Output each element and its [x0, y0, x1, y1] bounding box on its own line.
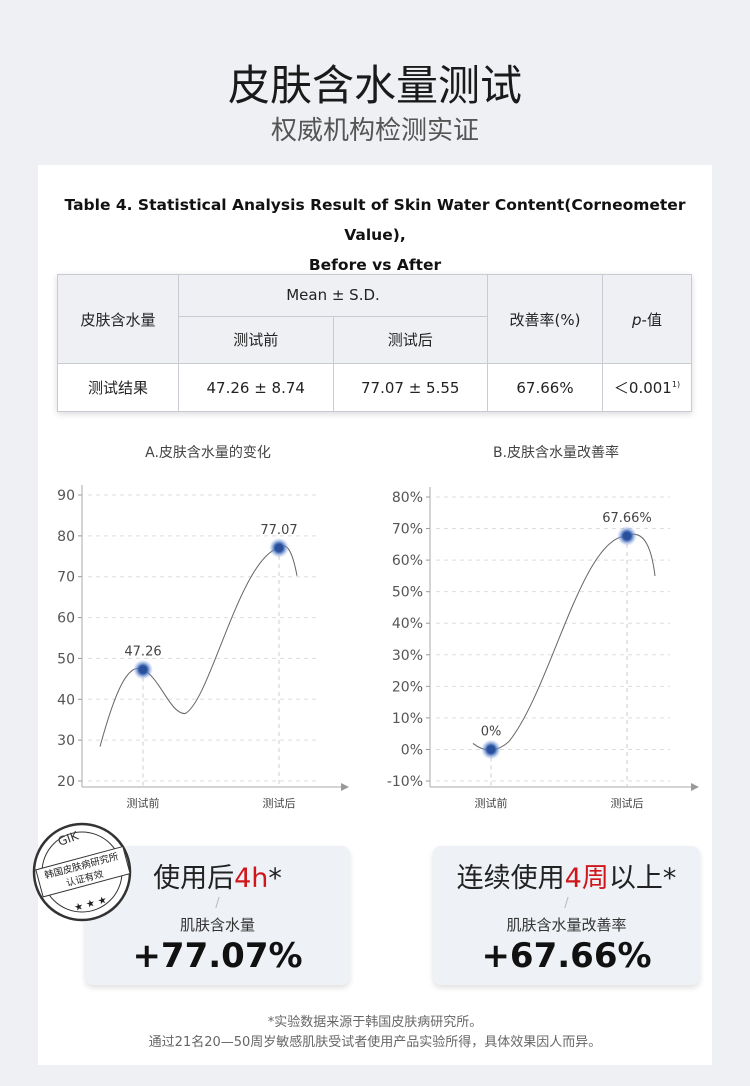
y-tick-label: 30: [57, 733, 75, 749]
card-title: 连续使用4周以上*: [433, 856, 700, 895]
card-value: +67.66%: [481, 936, 652, 976]
stat-card: 连续使用4周以上* / 肌肤含水量改善率 +67.66%: [433, 846, 700, 985]
card-label: 肌肤含水量: [179, 916, 255, 934]
cell: 67.66%: [487, 363, 603, 412]
header-cell: 测试前: [178, 315, 334, 365]
footnote-line: 通过21名20—50周岁敏感肌肤受试者使用产品实验所得，具体效果因人而异。: [148, 1035, 602, 1050]
y-tick-label: 10%: [392, 711, 423, 727]
card-value: +77.07%: [132, 936, 303, 976]
y-tick-label: 50: [57, 651, 75, 667]
cell: ＜0.0011): [602, 363, 692, 412]
header-cell: 皮肤含水量: [57, 274, 179, 364]
card-highlight: 4周: [564, 863, 609, 894]
data-label: 0%: [481, 724, 502, 739]
x-tick-label: 测试后: [611, 797, 644, 810]
y-tick-label: 0%: [401, 742, 423, 758]
y-tick-label: 60%: [392, 553, 423, 569]
x-tick-label: 测试前: [127, 796, 160, 810]
y-tick-label: -10%: [387, 774, 423, 790]
y-tick-label: 30%: [392, 648, 423, 664]
note-ref: 1): [671, 380, 681, 389]
y-tick-label: 20%: [392, 679, 423, 695]
data-label: 67.66%: [602, 511, 652, 526]
cell: 47.26 ± 8.74: [178, 363, 334, 412]
stamp-band: [35, 845, 131, 898]
y-tick-label: 20: [57, 774, 75, 790]
p-value: ＜0.001: [613, 379, 672, 397]
y-tick-label: 90: [57, 488, 75, 504]
header-cell: 测试后: [332, 315, 488, 365]
p-symbol: p: [632, 310, 642, 329]
data-point: [623, 531, 631, 540]
y-tick-label: 80%: [392, 490, 423, 506]
card-title-text: *: [268, 863, 282, 894]
data-point: [275, 543, 283, 552]
x-tick-label: 测试后: [263, 797, 296, 810]
y-tick-label: 60: [57, 611, 75, 627]
data-label: 47.26: [124, 645, 161, 660]
subtitle: 权威机构检测实证: [270, 116, 479, 146]
stamp: GIK 韩国皮肤病研究所 认证有效 ★ ★ ★: [32, 822, 132, 922]
divider: /: [215, 896, 220, 911]
table-caption: Table 4. Statistical Analysis Result of …: [38, 190, 712, 280]
data-label: 77.07: [260, 523, 297, 538]
table: 皮肤含水量 Mean ± S.D. 改善率(%) p-值 测试前 测试后 测试结果…: [57, 274, 692, 412]
y-tick-label: 70%: [392, 522, 423, 538]
charts: A.皮肤含水量的变化 20 30 40 50 60 70 80 90 测试前 47.26 测试后 77.…: [57, 444, 699, 810]
header-cell: p-值: [602, 274, 692, 364]
data-point: [487, 745, 495, 754]
y-tick-label: 40: [57, 692, 75, 708]
divider: /: [564, 896, 569, 911]
chart-title: B.皮肤含水量改善率: [493, 444, 619, 461]
card-title: 使用后4h*: [85, 856, 350, 895]
row-label: 测试结果: [57, 363, 179, 412]
header-cell: 改善率(%): [487, 274, 603, 364]
title: 皮肤含水量测试: [227, 61, 522, 110]
card-highlight: 4h: [234, 863, 269, 894]
chart-title: A.皮肤含水量的变化: [145, 445, 271, 461]
card-title-text: 以上*: [608, 863, 677, 894]
header-cell: Mean ± S.D.: [178, 274, 488, 317]
card-title-text: 使用后: [153, 863, 235, 894]
caption-line: Before vs After: [308, 256, 442, 274]
y-tick-label: 40%: [392, 616, 423, 632]
card-title-text: 连续使用: [456, 863, 565, 894]
x-tick-label: 测试前: [475, 796, 508, 810]
cell: 77.07 ± 5.55: [332, 363, 488, 412]
data-point: [139, 665, 147, 674]
y-tick-label: 50%: [392, 585, 423, 601]
y-tick-label: 70: [57, 570, 75, 586]
footnote-line: *实验数据来源于韩国皮肤病研究所。: [267, 1015, 483, 1030]
footnote: *实验数据来源于韩国皮肤病研究所。 通过21名20—50周岁敏感肌肤受试者使用产…: [0, 1013, 750, 1053]
p-text: -值: [641, 310, 662, 329]
caption-line: Table 4. Statistical Analysis Result of …: [64, 196, 686, 244]
y-tick-label: 80: [57, 529, 75, 545]
card-label: 肌肤含水量改善率: [506, 916, 627, 934]
